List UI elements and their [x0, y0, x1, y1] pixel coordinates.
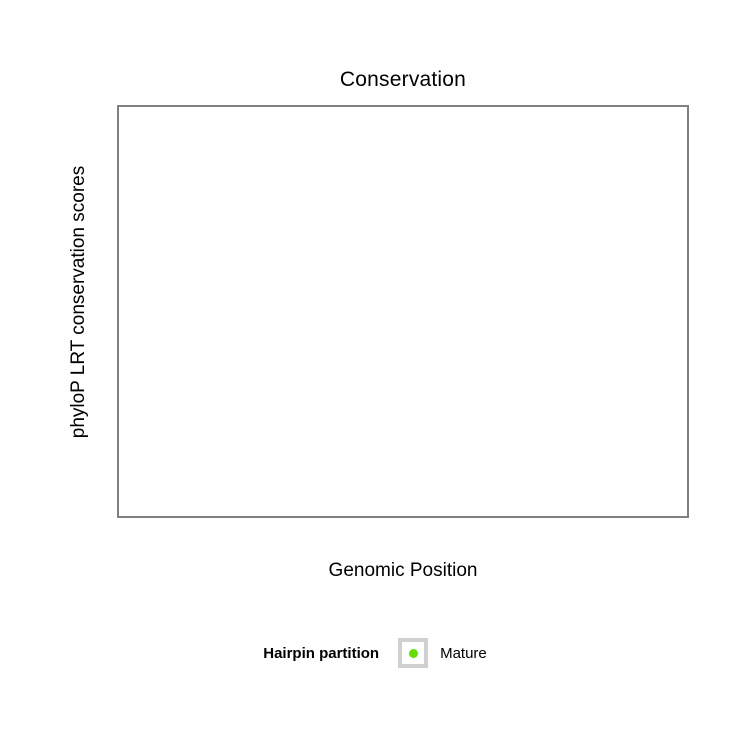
- plot-canvas: [119, 107, 687, 516]
- legend-title: Hairpin partition: [263, 644, 380, 662]
- legend-label-mature: Mature: [440, 644, 487, 662]
- plot-panel: [117, 105, 689, 518]
- page-title: Conservation: [339, 68, 467, 91]
- legend: Hairpin partition Mature: [0, 638, 750, 668]
- x-axis-label: Genomic Position: [328, 560, 478, 581]
- plot-area: [119, 107, 687, 516]
- mature-dot-icon: [408, 648, 418, 658]
- y-axis-label: phyloP LRT conservation scores: [68, 165, 89, 439]
- legend-key-mature[interactable]: [398, 638, 429, 668]
